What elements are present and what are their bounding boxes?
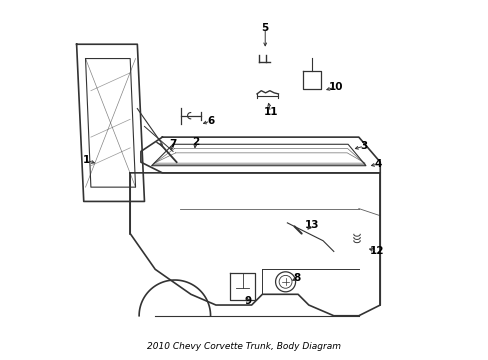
Text: 12: 12 xyxy=(369,247,384,256)
Text: 1: 1 xyxy=(82,156,90,165)
Text: 5: 5 xyxy=(261,23,268,33)
Text: 13: 13 xyxy=(305,220,319,230)
Text: 3: 3 xyxy=(360,141,367,151)
Text: 9: 9 xyxy=(244,296,251,306)
Text: 2010 Chevy Corvette Trunk, Body Diagram: 2010 Chevy Corvette Trunk, Body Diagram xyxy=(147,342,341,351)
Text: 4: 4 xyxy=(374,159,381,169)
Text: 7: 7 xyxy=(169,139,176,149)
Text: 11: 11 xyxy=(263,107,277,117)
Text: 6: 6 xyxy=(206,116,214,126)
Text: 8: 8 xyxy=(293,273,301,283)
Text: 10: 10 xyxy=(327,82,342,92)
Text: 2: 2 xyxy=(192,138,199,148)
